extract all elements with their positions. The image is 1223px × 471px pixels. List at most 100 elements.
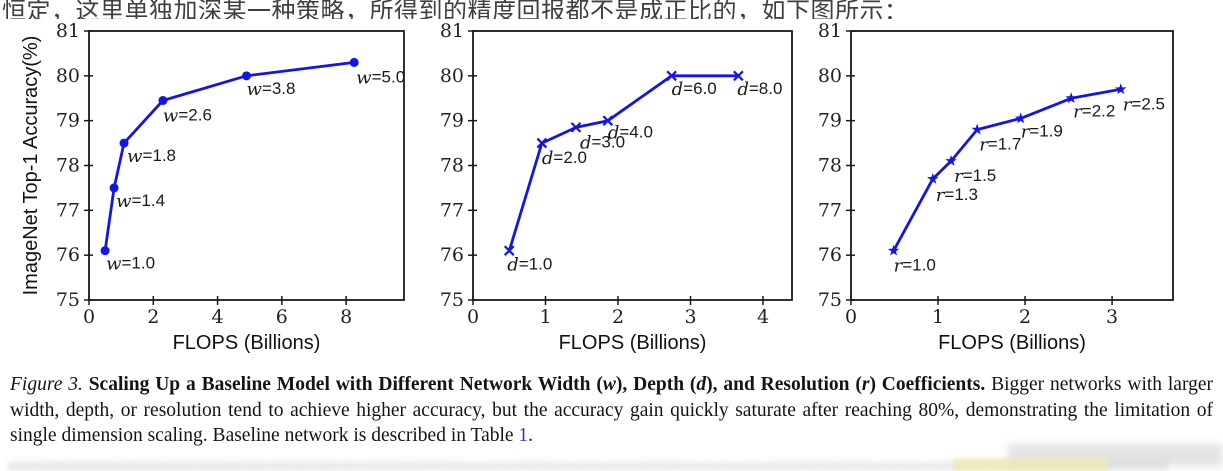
x-axis-label: FLOPS (Billions)	[938, 332, 1086, 354]
y-tick-label: 76	[818, 244, 842, 266]
point-annotation: r=1.9	[1021, 121, 1063, 142]
y-tick-label: 75	[440, 289, 464, 311]
star-marker	[945, 155, 957, 166]
y-tick-label: 78	[56, 155, 80, 177]
x-marker	[733, 70, 744, 82]
x-tick-label: 1	[539, 306, 551, 328]
star-marker	[887, 244, 900, 256]
x-tick-label: 1	[932, 306, 944, 328]
y-tick-label: 81	[440, 20, 464, 42]
caption-segment: w	[602, 374, 616, 395]
x-axis-label: FLOPS (Billions)	[559, 332, 707, 354]
y-tick-label: 77	[440, 199, 464, 221]
x-marker	[570, 122, 582, 133]
point-annotation: r=1.3	[936, 185, 978, 206]
point-annotation: w=1.0	[106, 253, 155, 274]
yellow-highlight-artifact	[953, 458, 1108, 471]
top-chinese-text: 恒定，这里单独加深某一种策略，所得到的精度回报都不是成正比的，如下图所示：	[2, 0, 909, 19]
x-tick-label: 2	[612, 306, 624, 328]
y-tick-label: 80	[440, 65, 464, 87]
chart-width-scaling: 0 2 4 6 8 75 76 77 78 79 80 81 w=1.0 w=1.4 w=1.8 w=2.6 w…	[20, 20, 405, 354]
x-marker	[536, 137, 548, 149]
point-annotation: w=5.0	[356, 67, 405, 88]
point-annotation: r=2.5	[1123, 94, 1165, 115]
x-tick-label: 4	[212, 306, 224, 328]
point-annotation: d=2.0	[542, 148, 587, 169]
point-annotation: d=1.0	[507, 254, 552, 275]
point-annotation: w=1.8	[127, 146, 176, 167]
x-tick-label: 8	[340, 306, 352, 328]
caption-segment: ) Coefficients.	[869, 374, 986, 395]
y-tick-label: 80	[818, 65, 842, 87]
y-tick-label: 78	[818, 155, 842, 177]
x-marker	[602, 115, 614, 126]
chart-resolution-scaling: 0 1 2 375767778798081r=1.0r=1.3r=1.5r=1.7r=…	[818, 20, 1174, 354]
y-tick-label: 79	[818, 110, 842, 132]
star-marker	[927, 172, 939, 184]
blurred-next-line-artifact	[8, 462, 1168, 470]
point-annotation: r=2.2	[1073, 101, 1115, 122]
x-tick-label: 2	[1019, 306, 1031, 328]
y-tick-label: 75	[818, 289, 842, 311]
x-tick-label: 4	[757, 306, 769, 328]
point-annotation: w=3.8	[247, 79, 296, 100]
star-marker	[1115, 83, 1127, 95]
caption-segment: ), Depth (	[615, 374, 697, 395]
x-tick-label: 6	[276, 306, 288, 328]
point-annotation: r=1.5	[954, 166, 996, 187]
x-marker	[503, 245, 515, 256]
circle-marker	[158, 95, 168, 105]
table-1-link[interactable]: 1	[518, 425, 529, 446]
y-tick-label: 79	[440, 110, 464, 132]
x-tick-label: 0	[467, 306, 479, 328]
y-tick-label: 77	[818, 199, 842, 221]
point-annotation: d=8.0	[737, 79, 782, 100]
y-tick-label: 81	[818, 20, 842, 42]
caption-segment: r	[861, 374, 870, 395]
y-tick-label: 76	[56, 244, 80, 266]
point-annotation: w=1.4	[116, 191, 165, 212]
figure-caption: Figure 3. Scaling Up a Baseline Model wi…	[10, 372, 1213, 449]
caption-segment: ), and Resolution (	[706, 374, 862, 395]
star-marker	[1065, 92, 1077, 104]
circle-marker	[119, 138, 129, 148]
x-tick-label: 3	[684, 306, 696, 328]
y-tick-label: 81	[56, 20, 80, 42]
data-line	[103, 61, 356, 253]
top-chinese-text-clip: 恒定，这里单独加深某一种策略，所得到的精度回报都不是成正比的，如下图所示：	[0, 0, 1223, 19]
scaling-charts-figure: 0 2 4 6 8 75 76 77 78 79 80 81 w=1.0 w=1.4 w=1.8 w=2.6 w…	[20, 20, 1174, 354]
x-axis-label: FLOPS (Billions)	[173, 332, 321, 354]
y-tick-label: 75	[56, 289, 80, 311]
point-annotation: d=3.0	[580, 132, 625, 153]
x-tick-label: 0	[845, 306, 857, 328]
x-marker	[666, 70, 677, 82]
y-tick-label: 77	[56, 199, 80, 221]
star-marker	[1015, 112, 1027, 124]
y-tick-label: 76	[440, 244, 464, 266]
circle-marker	[100, 246, 110, 256]
x-tick-label: 0	[83, 306, 95, 328]
circle-marker	[349, 57, 359, 67]
x-tick-label: 3	[1106, 306, 1118, 328]
caption-segment: Bigger networks with larger width, depth…	[10, 374, 1213, 446]
circle-marker	[109, 183, 119, 193]
data-line	[507, 74, 740, 253]
caption-segment: Scaling Up a Baseline Model with Differe…	[88, 374, 603, 395]
point-annotation: w=2.6	[163, 105, 212, 126]
point-annotation: d=4.0	[608, 122, 653, 143]
caption-segment: Figure 3.	[10, 374, 89, 395]
y-tick-label: 80	[56, 65, 80, 87]
y-tick-label: 78	[440, 155, 464, 177]
y-tick-label: 79	[56, 110, 80, 132]
chart-depth-scaling: 0 1 2 3 4 75 76 77 78 79 80 81 d=1.0 d=2.0d=3.0d=4.0 d…	[440, 20, 793, 354]
caption-segment: d	[696, 374, 707, 395]
circle-marker	[242, 71, 251, 81]
y-axis-label: ImageNet Top-1 Accuracy(%)	[20, 36, 42, 296]
point-annotation: r=1.7	[979, 134, 1021, 155]
x-tick-label: 2	[147, 306, 159, 328]
point-annotation: d=6.0	[672, 79, 717, 100]
point-annotation: r=1.0	[894, 255, 936, 276]
star-marker	[971, 123, 983, 135]
caption-segment: .	[528, 425, 534, 446]
